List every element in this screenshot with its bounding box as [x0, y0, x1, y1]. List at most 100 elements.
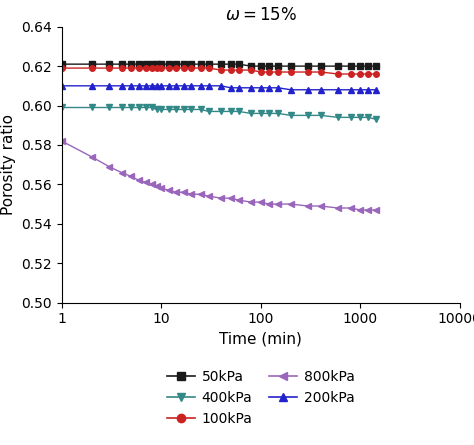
800kPa: [136, 178, 142, 183]
100kPa: [365, 71, 371, 77]
Line: 50kPa: 50kPa: [59, 61, 379, 69]
100kPa: [143, 65, 148, 71]
400kPa: [305, 113, 311, 118]
50kPa: [335, 64, 341, 69]
50kPa: [218, 61, 224, 67]
400kPa: [136, 105, 142, 110]
200kPa: [158, 83, 164, 89]
50kPa: [188, 61, 194, 67]
800kPa: [149, 182, 155, 187]
800kPa: [59, 138, 64, 144]
50kPa: [206, 61, 211, 67]
200kPa: [318, 87, 323, 93]
200kPa: [228, 85, 234, 90]
200kPa: [166, 83, 172, 89]
50kPa: [118, 61, 124, 67]
50kPa: [318, 64, 323, 69]
X-axis label: Time (min): Time (min): [219, 332, 302, 347]
800kPa: [181, 190, 187, 195]
400kPa: [218, 109, 224, 114]
100kPa: [188, 65, 194, 71]
50kPa: [89, 61, 94, 67]
400kPa: [106, 105, 112, 110]
100kPa: [136, 65, 142, 71]
400kPa: [275, 111, 281, 116]
800kPa: [335, 205, 341, 210]
400kPa: [335, 115, 341, 120]
400kPa: [318, 113, 323, 118]
800kPa: [248, 199, 254, 205]
800kPa: [188, 191, 194, 197]
100kPa: [305, 69, 311, 75]
50kPa: [357, 64, 363, 69]
200kPa: [106, 83, 112, 89]
50kPa: [305, 64, 311, 69]
50kPa: [149, 61, 155, 67]
100kPa: [206, 65, 211, 71]
800kPa: [173, 190, 179, 195]
800kPa: [365, 207, 371, 213]
400kPa: [154, 107, 159, 112]
200kPa: [248, 85, 254, 90]
50kPa: [136, 61, 142, 67]
400kPa: [198, 107, 204, 112]
50kPa: [181, 61, 187, 67]
800kPa: [305, 203, 311, 209]
200kPa: [181, 83, 187, 89]
400kPa: [128, 105, 134, 110]
800kPa: [128, 174, 134, 179]
100kPa: [348, 71, 354, 77]
800kPa: [106, 164, 112, 169]
50kPa: [365, 64, 371, 69]
100kPa: [154, 65, 159, 71]
400kPa: [188, 107, 194, 112]
100kPa: [318, 69, 323, 75]
50kPa: [373, 64, 379, 69]
200kPa: [266, 85, 272, 90]
800kPa: [318, 203, 323, 209]
200kPa: [218, 83, 224, 89]
200kPa: [348, 87, 354, 93]
50kPa: [166, 61, 172, 67]
800kPa: [348, 205, 354, 210]
100kPa: [173, 65, 179, 71]
100kPa: [357, 71, 363, 77]
50kPa: [158, 61, 164, 67]
100kPa: [266, 69, 272, 75]
200kPa: [149, 83, 155, 89]
Legend: 50kPa, 400kPa, 100kPa, 800kPa, 200kPa, : 50kPa, 400kPa, 100kPa, 800kPa, 200kPa,: [161, 365, 360, 432]
100kPa: [128, 65, 134, 71]
200kPa: [288, 87, 293, 93]
400kPa: [89, 105, 94, 110]
50kPa: [236, 61, 241, 67]
200kPa: [305, 87, 311, 93]
800kPa: [258, 199, 264, 205]
200kPa: [59, 83, 64, 89]
200kPa: [198, 83, 204, 89]
400kPa: [348, 115, 354, 120]
50kPa: [154, 61, 159, 67]
50kPa: [106, 61, 112, 67]
800kPa: [218, 195, 224, 201]
200kPa: [154, 83, 159, 89]
100kPa: [218, 67, 224, 73]
400kPa: [166, 107, 172, 112]
400kPa: [288, 113, 293, 118]
50kPa: [173, 61, 179, 67]
50kPa: [288, 64, 293, 69]
100kPa: [118, 65, 124, 71]
Line: 400kPa: 400kPa: [59, 105, 379, 122]
800kPa: [89, 154, 94, 159]
100kPa: [59, 65, 64, 71]
800kPa: [288, 202, 293, 207]
50kPa: [266, 64, 272, 69]
800kPa: [166, 188, 172, 193]
100kPa: [288, 69, 293, 75]
200kPa: [143, 83, 148, 89]
400kPa: [228, 109, 234, 114]
200kPa: [136, 83, 142, 89]
800kPa: [206, 194, 211, 199]
Line: 800kPa: 800kPa: [59, 138, 379, 213]
Line: 100kPa: 100kPa: [59, 65, 379, 77]
400kPa: [206, 109, 211, 114]
